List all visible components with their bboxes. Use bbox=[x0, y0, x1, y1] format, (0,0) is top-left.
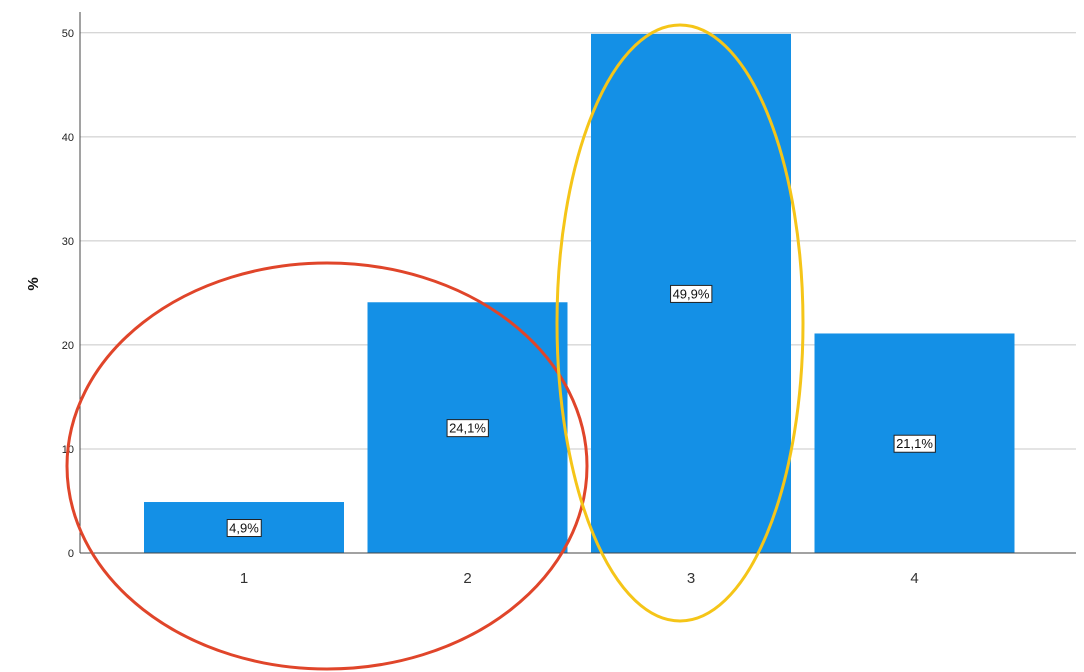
y-tick-label: 40 bbox=[62, 132, 74, 144]
data-label-text: 21,1% bbox=[896, 436, 933, 451]
data-label-box bbox=[670, 284, 713, 303]
data-label-text: 24,1% bbox=[449, 421, 486, 436]
x-tick-label: 3 bbox=[687, 570, 695, 587]
y-tick-label: 0 bbox=[68, 548, 74, 560]
annotation-ellipses bbox=[65, 23, 805, 671]
annotation-ellipse-2 bbox=[555, 23, 805, 623]
data-label-4: 21,1% bbox=[893, 434, 936, 453]
annotation-ellipse-1 bbox=[65, 261, 589, 671]
data-labels: 4,9% 24,1% 49,9% 21,1% bbox=[226, 284, 936, 538]
data-label-box bbox=[446, 419, 489, 438]
bars bbox=[144, 33, 1015, 553]
x-tick-label: 1 bbox=[240, 570, 248, 587]
data-label-text: 4,9% bbox=[229, 521, 259, 536]
data-label-1: 4,9% bbox=[226, 519, 262, 538]
y-tick-label: 20 bbox=[62, 340, 74, 352]
data-label-3: 49,9% bbox=[670, 284, 713, 303]
y-axis-title: % bbox=[25, 277, 42, 290]
y-tick-label: 30 bbox=[62, 236, 74, 248]
x-tick-label: 4 bbox=[910, 570, 918, 587]
y-tick-label: 50 bbox=[62, 28, 74, 40]
axes bbox=[79, 12, 1076, 554]
data-label-box bbox=[226, 519, 262, 538]
data-label-2: 24,1% bbox=[446, 419, 489, 438]
data-label-box bbox=[893, 434, 936, 453]
data-label-text: 49,9% bbox=[673, 286, 710, 301]
x-tick-labels: 1 2 3 4 bbox=[240, 570, 919, 587]
x-tick-label: 2 bbox=[463, 570, 471, 587]
